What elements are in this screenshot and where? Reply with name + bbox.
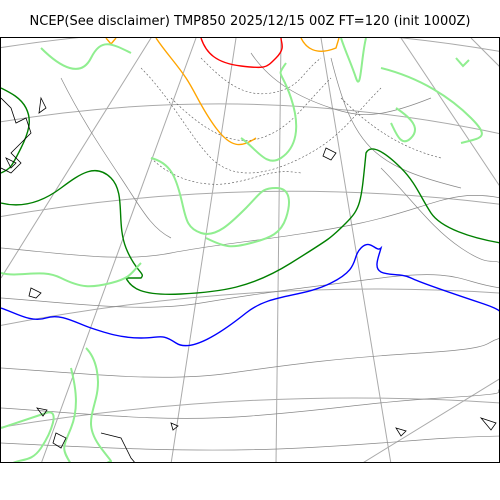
orange-isotherm (155, 38, 257, 146)
dotted-isotherms (140, 57, 442, 185)
precip-outline (390, 107, 416, 143)
coastline-segment (52, 432, 67, 449)
coastline-segment (479, 417, 497, 431)
meridian (41, 38, 197, 462)
meridian (1, 38, 152, 279)
precip-outline (1, 262, 142, 288)
minor-isotherms (1, 52, 499, 451)
isotherm (170, 77, 332, 141)
isotherm (1, 338, 499, 378)
precip-outline (1, 411, 55, 462)
precip-outline (63, 367, 77, 462)
precip-outline (380, 67, 483, 144)
meridian (363, 378, 499, 462)
precip-outline (240, 62, 298, 162)
isotherm (150, 157, 302, 185)
coastline-segment (5, 157, 17, 169)
coastline-segment (38, 96, 47, 114)
precip-outlines (1, 38, 483, 462)
latitude-circle (1, 38, 499, 52)
chart-title: NCEP(See disclaimer) TMP850 2025/12/15 0… (29, 14, 471, 29)
isotherm (250, 52, 432, 115)
blue-isotherm (1, 243, 499, 347)
isotherm (340, 97, 442, 159)
coastline-segment (322, 147, 337, 161)
coastline-segment (170, 422, 179, 431)
latitude-circle (1, 288, 499, 326)
coastline-segment (36, 407, 48, 417)
isotherm (1, 388, 499, 419)
map-panel (0, 37, 500, 463)
isotherm (330, 57, 462, 189)
coastline-segment (1, 97, 32, 174)
map-canvas (1, 38, 499, 462)
coastline-segment (28, 287, 42, 299)
meridian (470, 38, 499, 67)
meridian (170, 38, 237, 462)
isotherm (60, 77, 172, 239)
coastline (1, 96, 497, 462)
red-isotherm (200, 38, 283, 69)
coastline-segment (100, 432, 135, 462)
isotherm (380, 167, 499, 263)
green-isotherm (1, 87, 30, 174)
meridian (275, 38, 282, 462)
coastline-segment (395, 427, 407, 437)
precip-outline (85, 347, 112, 462)
orange-isotherm (105, 38, 117, 46)
isotherm (1, 195, 499, 258)
isotherm (1, 435, 499, 451)
green-isotherm (1, 148, 499, 296)
latitude-circle (1, 190, 499, 218)
graticule (1, 38, 499, 462)
meridian (320, 38, 392, 462)
isotherm (140, 67, 382, 174)
meridian (400, 38, 499, 186)
precip-outline (150, 157, 290, 248)
isotherm (1, 274, 499, 308)
precip-outline (340, 38, 367, 83)
precip-outline (40, 43, 132, 70)
orange-isotherm (300, 38, 340, 52)
isotherm (200, 57, 322, 95)
latitude-circle (1, 397, 499, 428)
precip-outline (455, 57, 470, 68)
